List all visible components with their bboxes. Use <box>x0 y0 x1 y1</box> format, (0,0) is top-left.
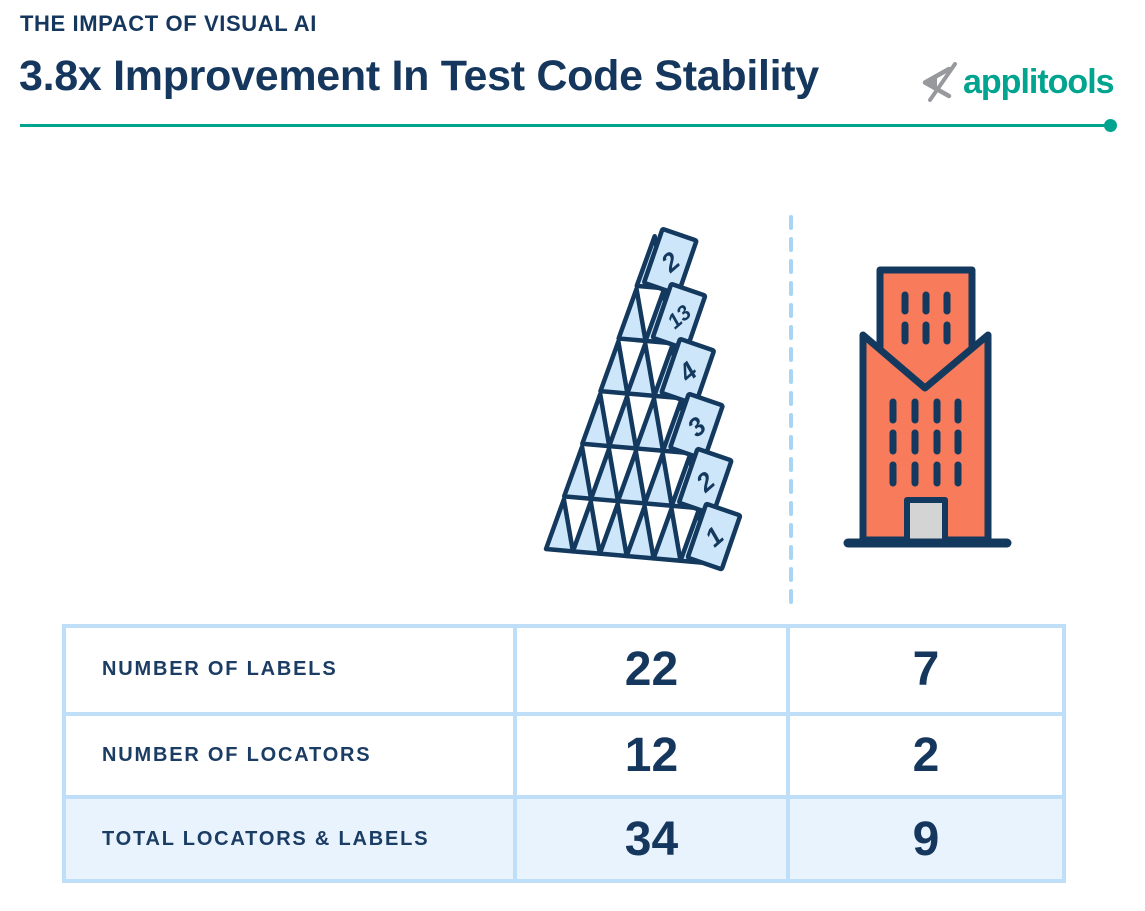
numbered-card: 3 <box>668 391 725 462</box>
body-windows <box>889 398 962 487</box>
card-tent <box>624 504 656 561</box>
before-value: 22 <box>513 628 786 712</box>
eyebrow-text: THE IMPACT OF VISUAL AI <box>20 11 317 36</box>
numbered-card: 13 <box>650 282 708 352</box>
card-tent <box>651 506 683 563</box>
tower-windows <box>901 291 951 345</box>
card-tent <box>597 501 629 559</box>
after-value: 2 <box>786 715 1062 796</box>
applitools-logo: applitools <box>918 62 1115 102</box>
card-tent <box>616 286 648 344</box>
before-value: 34 <box>513 799 786 879</box>
row-label: NUMBER OF LOCATORS <box>102 743 372 766</box>
applitools-eye-icon <box>922 62 957 102</box>
card-tent <box>570 499 603 556</box>
dashed-vertical-divider <box>789 215 793 605</box>
after-value: 9 <box>786 799 1062 879</box>
comparison-table: NUMBER OF LABELS 22 7 NUMBER OF LOCATORS… <box>62 624 1066 883</box>
card-tent <box>625 341 657 399</box>
card-tent <box>642 451 674 509</box>
card-tent <box>606 394 639 451</box>
card-tent <box>543 497 576 554</box>
building-door <box>904 497 948 545</box>
numbered-card: 1 <box>685 501 743 572</box>
numbered-card: 4 <box>659 336 716 407</box>
card-tent <box>580 391 612 449</box>
card-tent <box>615 449 648 506</box>
building-body <box>859 331 992 544</box>
numbered-card: 2 <box>642 227 699 297</box>
card-tent <box>561 444 594 501</box>
table-row-total: TOTAL LOCATORS & LABELS 34 9 <box>66 795 1062 879</box>
numbered-card: 2 <box>677 446 734 517</box>
card-tent <box>588 446 621 504</box>
teal-divider-rule <box>20 124 1110 127</box>
teal-divider-dot <box>1104 119 1117 132</box>
table-row: NUMBER OF LOCATORS 12 2 <box>66 711 1062 796</box>
applitools-logo-text: applitools <box>963 62 1115 101</box>
before-value: 12 <box>513 715 786 796</box>
card-tent <box>633 396 666 454</box>
after-value: 7 <box>786 628 1062 712</box>
page-title: 3.8x Improvement In Test Code Stability <box>19 52 819 100</box>
row-label: TOTAL LOCATORS & LABELS <box>102 827 430 850</box>
card-tent <box>598 339 630 396</box>
row-label: NUMBER OF LABELS <box>102 658 338 681</box>
building-illustration <box>843 266 1012 548</box>
table-row: NUMBER OF LABELS 22 7 <box>66 628 1062 712</box>
